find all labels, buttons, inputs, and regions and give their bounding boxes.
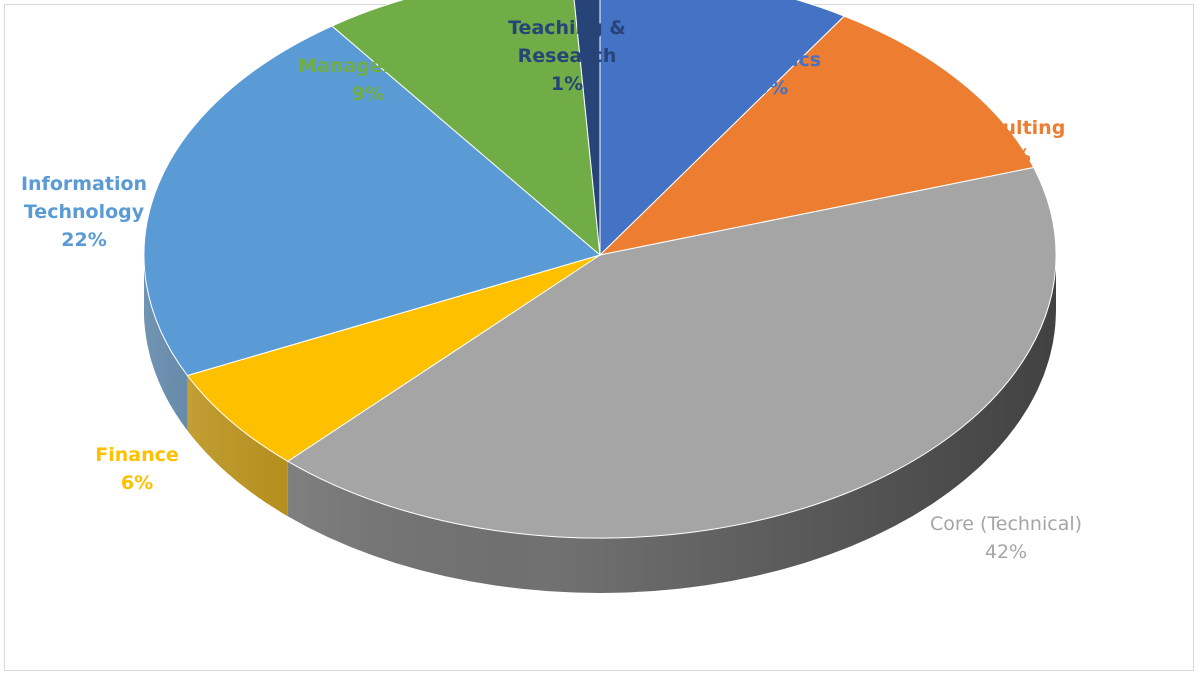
data-label-name: Information Technology [20,173,148,223]
data-label-teaching-research: Teaching & Research 1% [508,14,626,98]
pie-slice-information-technology [143,25,602,377]
pie-slice-consulting [598,15,1035,256]
data-label-percent: 22% [61,229,107,251]
data-label-name: Consulting [950,117,1066,139]
data-label-finance: Finance 6% [95,441,179,497]
data-label-percent: 11% [985,145,1031,167]
data-label-name: Core (Technical) [929,513,1083,535]
data-label-percent: 42% [984,541,1028,563]
pie-slice-analytics [599,0,846,257]
data-label-percent: 1% [550,73,584,95]
pie-slice-core-technical- [286,166,1057,539]
data-label-analytics: Analytics 9% [723,46,821,102]
side-shading [144,255,1056,593]
data-label-name: Management [298,55,438,77]
data-label-consulting: Consulting 11% [951,114,1066,170]
pie-slice-teaching-research [573,0,601,256]
pie-slices [143,0,1057,539]
data-label-name: Analytics [722,49,822,71]
data-label-name: Finance [95,444,179,466]
data-label-management: Management 9% [298,52,438,108]
data-label-percent: 6% [120,472,154,494]
data-label-percent: 9% [351,83,385,105]
data-label-percent: 9% [755,77,789,99]
data-label-information-technology: Information Technology 22% [21,170,147,254]
data-label-name: Teaching & Research [508,17,626,67]
pie-sides [144,255,1056,593]
pie-slice-finance [186,254,601,462]
data-label-core-technical-: Core (Technical) 42% [930,510,1082,566]
pie-slice-management [331,0,601,257]
